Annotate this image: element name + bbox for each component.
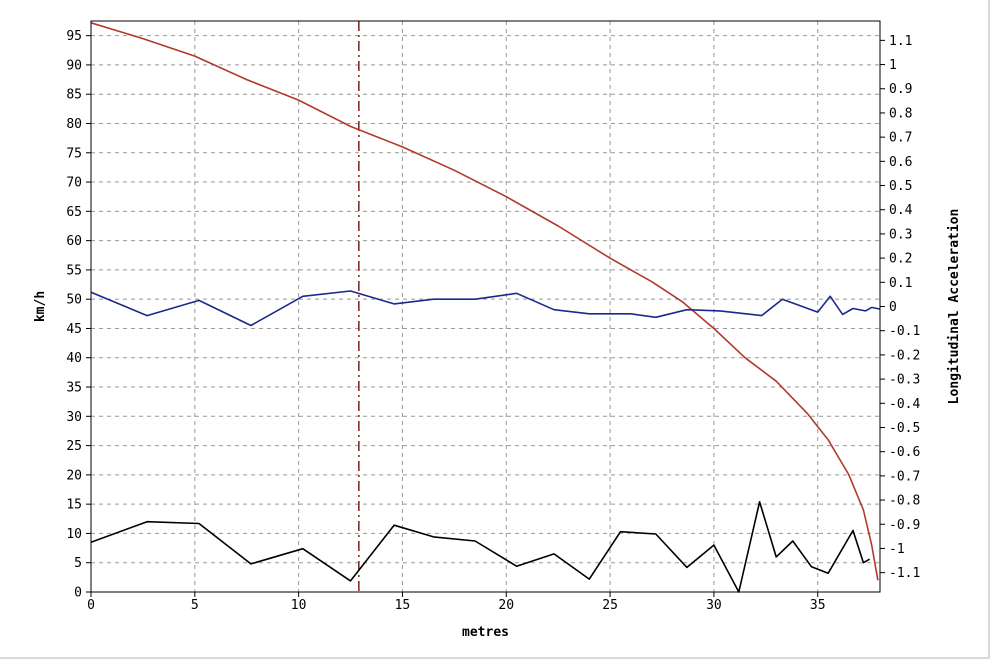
y-tick-label-0: 0: [74, 586, 82, 601]
y2-tick-label-12: -0.1: [889, 324, 920, 339]
y2-axis-title: Longitudinal Acceleration: [947, 209, 962, 405]
y2-tick-label-9: 0.2: [889, 252, 912, 267]
y2-tick-label-14: -0.3: [889, 373, 920, 388]
y-tick-label-19: 95: [66, 29, 82, 44]
y2-tick-label-21: -1: [889, 542, 905, 557]
y2-tick-label-13: -0.2: [889, 348, 920, 363]
y2-tick-label-7: 0.4: [889, 203, 913, 218]
y-tick-label-16: 80: [66, 117, 82, 132]
y-tick-label-3: 15: [66, 498, 82, 513]
x-tick-label-7: 35: [810, 598, 826, 613]
axis-layer: 0 5 10 15 20 25 30 3505101520253035404550556065…: [66, 20, 920, 613]
y-tick-label-12: 60: [66, 234, 82, 249]
y-tick-label-10: 50: [66, 293, 82, 308]
y-tick-label-6: 30: [66, 410, 82, 425]
series-layer: [90, 22, 881, 593]
y2-tick-label-1: 1: [889, 58, 897, 73]
y-tick-label-5: 25: [66, 439, 82, 454]
y2-tick-label-5: 0.6: [889, 155, 912, 170]
y-tick-label-2: 10: [66, 527, 82, 542]
series-line-1: [90, 290, 881, 327]
y2-tick-label-11: 0: [889, 300, 897, 315]
y2-tick-label-18: -0.7: [889, 469, 920, 484]
series-line-0: [90, 22, 879, 581]
y2-tick-label-3: 0.8: [889, 106, 912, 121]
y2-tick-label-20: -0.9: [889, 518, 920, 533]
y2-tick-label-17: -0.6: [889, 445, 920, 460]
y-axis-title: km/h: [33, 291, 48, 322]
y-tick-label-13: 65: [66, 205, 82, 220]
y2-tick-label-0: 1.1: [889, 34, 912, 49]
x-tick-label-3: 15: [395, 598, 411, 613]
x-tick-label-1: 5: [191, 598, 199, 613]
y2-tick-label-15: -0.4: [889, 397, 920, 412]
grid-layer: [91, 21, 880, 592]
y2-tick-label-6: 0.5: [889, 179, 912, 194]
y-tick-label-9: 45: [66, 322, 82, 337]
y2-tick-label-4: 0.7: [889, 131, 912, 146]
y-tick-label-11: 55: [66, 263, 82, 278]
y2-tick-label-22: -1.1: [889, 566, 920, 581]
y2-tick-label-10: 0.1: [889, 276, 912, 291]
y-tick-label-8: 40: [66, 351, 82, 366]
y2-tick-label-19: -0.8: [889, 494, 920, 509]
x-tick-label-0: 0: [87, 598, 95, 613]
x-tick-label-5: 25: [602, 598, 618, 613]
y-tick-label-4: 20: [66, 468, 82, 483]
series-line-2: [90, 500, 870, 593]
y-tick-label-1: 5: [74, 556, 82, 571]
y-tick-label-7: 35: [66, 381, 82, 396]
y-tick-label-15: 75: [66, 146, 82, 161]
y2-tick-label-16: -0.5: [889, 421, 920, 436]
x-tick-label-2: 10: [291, 598, 307, 613]
x-tick-label-4: 20: [498, 598, 514, 613]
y-tick-label-17: 85: [66, 88, 82, 103]
y2-tick-label-8: 0.3: [889, 227, 912, 242]
x-tick-label-6: 30: [706, 598, 722, 613]
y-tick-label-18: 90: [66, 58, 82, 73]
x-axis-title: metres: [462, 625, 509, 640]
y2-tick-label-2: 0.9: [889, 82, 912, 97]
y-tick-label-14: 70: [66, 176, 82, 191]
